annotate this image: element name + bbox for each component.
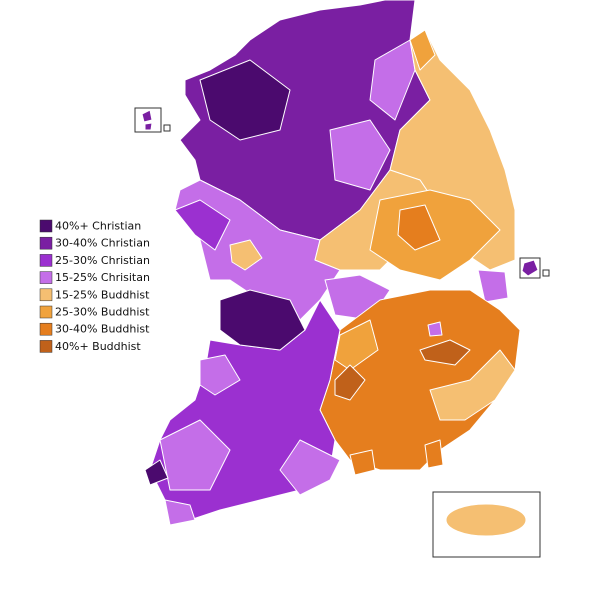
inset-marker [542,269,550,277]
region [427,321,443,337]
region [229,239,263,271]
legend-swatch [39,288,53,302]
region [369,39,416,121]
legend-swatch [39,219,53,233]
legend-swatch [39,254,53,267]
region [334,364,366,401]
region [429,349,516,421]
region [144,122,153,131]
legend-label: 25-30% Christian [55,254,150,267]
legend-swatch [39,236,53,250]
legend-swatch [39,340,53,353]
region [329,119,391,191]
region [199,59,291,141]
region [219,289,306,351]
inset-box [432,491,541,558]
legend: 40%+ Christian 30-40% Christian 25-30% Chr… [39,219,150,353]
legend-label: 30-40% Christian [55,237,150,250]
legend-swatch [39,305,53,319]
legend-swatch [39,322,53,336]
region [521,259,539,277]
region [174,199,231,251]
legend-swatch [39,271,53,284]
regions [141,0,539,537]
inset-box [134,107,162,133]
region [424,439,444,469]
region [389,29,516,271]
legend-label: 25-30% Buddhist [55,306,150,319]
region [279,439,341,496]
region [445,503,527,537]
region [409,29,436,71]
region [144,459,169,486]
region [419,339,471,366]
region [164,499,196,526]
legend-label: 15-25% Buddhist [55,288,150,301]
region [349,449,376,476]
region [141,109,153,123]
region [477,269,509,303]
region [159,419,231,491]
inset-box [519,257,541,279]
inset-marker [163,124,171,132]
legend-label: 40%+ Christian [55,220,141,233]
region [334,319,379,371]
region [199,354,241,396]
legend-label: 40%+ Buddhist [55,340,141,353]
region [397,204,441,251]
legend-label: 30-40% Buddhist [55,323,150,336]
legend-label: 15-25% Chrisitan [55,271,150,284]
